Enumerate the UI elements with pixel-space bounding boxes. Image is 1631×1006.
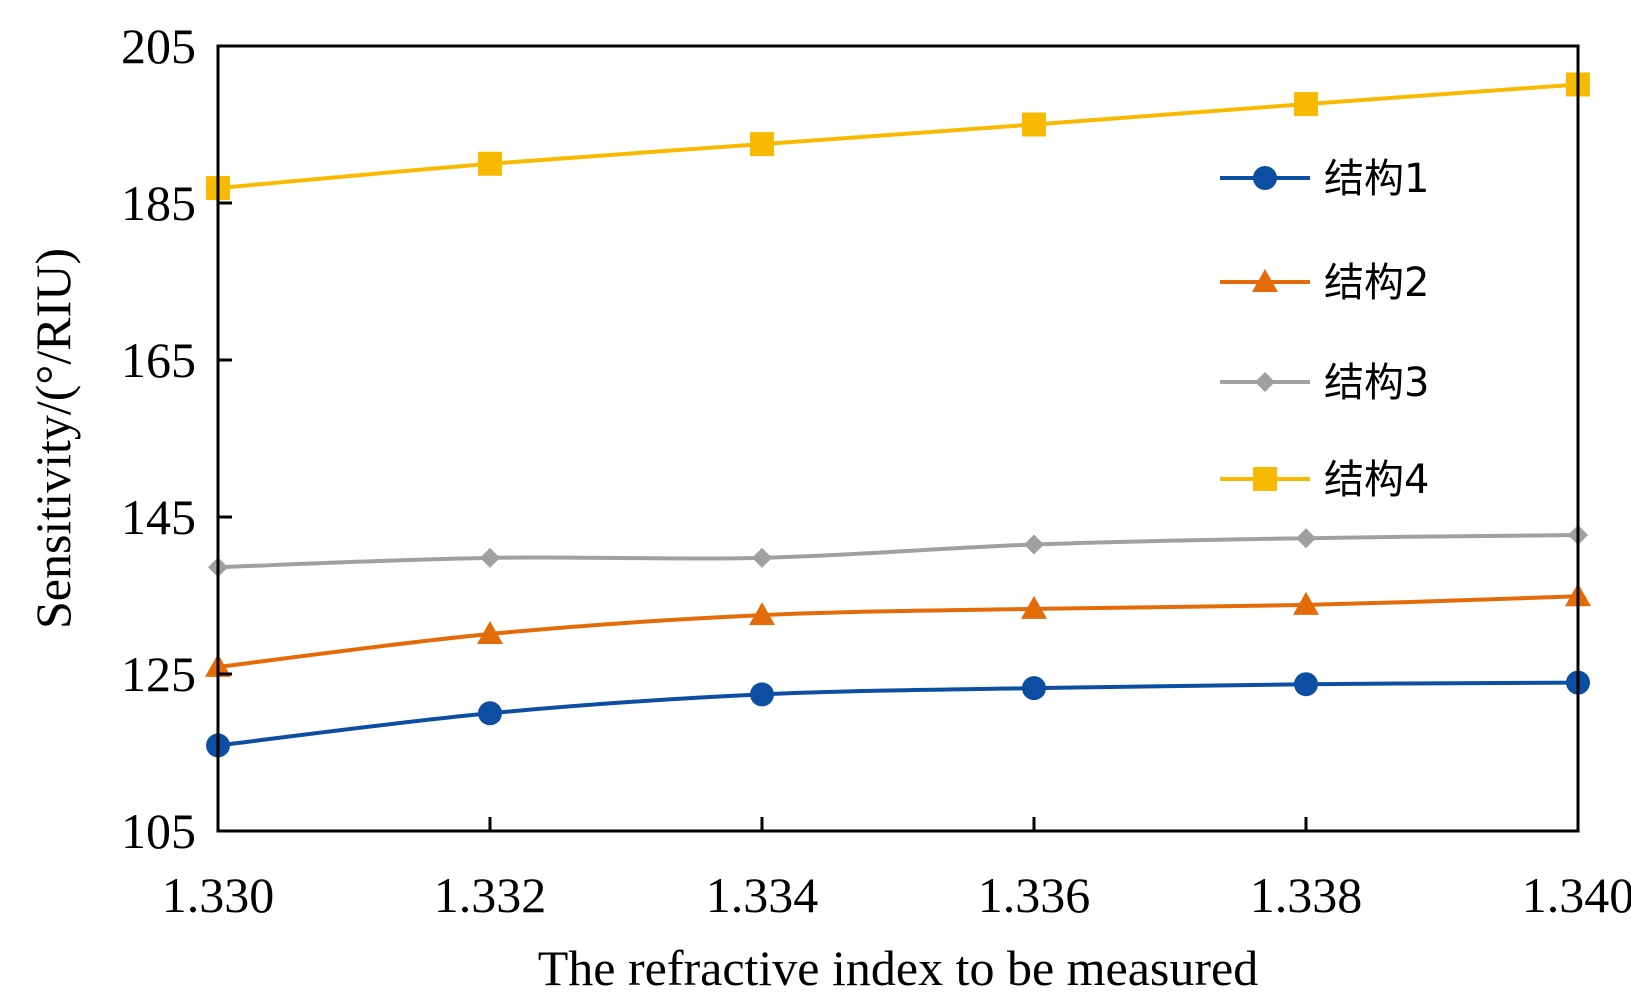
data-point-diamond <box>480 547 500 568</box>
data-point-triangle <box>1252 269 1278 292</box>
y-axis-ticks: 105 125 145 165 185 205 <box>121 18 232 859</box>
x-tick-label: 1.330 <box>162 867 275 923</box>
legend-item-2: 结构2 <box>1220 260 1429 306</box>
y-tick-label: 185 <box>121 175 196 231</box>
series-3 <box>208 525 1588 578</box>
y-tick-label: 125 <box>121 646 196 702</box>
x-tick-label: 1.340 <box>1522 867 1631 923</box>
data-point-circle <box>1294 672 1318 697</box>
series-2 <box>205 583 1591 677</box>
x-tick-label: 1.338 <box>1250 867 1363 923</box>
data-point-circle <box>1253 166 1277 190</box>
data-point-diamond <box>1255 372 1275 392</box>
legend-label: 结构4 <box>1324 457 1429 503</box>
data-point-square <box>1022 112 1046 137</box>
x-tick-label: 1.334 <box>706 867 819 923</box>
y-tick-label: 145 <box>121 489 196 545</box>
data-point-square <box>1253 467 1277 491</box>
data-point-diamond <box>1024 534 1044 555</box>
data-point-diamond <box>1296 528 1316 549</box>
legend-label: 结构3 <box>1324 360 1429 406</box>
data-point-square <box>478 151 502 176</box>
legend-item-1: 结构1 <box>1220 156 1429 202</box>
data-point-circle <box>1022 676 1046 701</box>
data-point-circle <box>750 682 774 707</box>
y-tick-label: 205 <box>121 18 196 74</box>
x-tick-label: 1.336 <box>978 867 1091 923</box>
legend-item-3: 结构3 <box>1220 360 1429 406</box>
y-axis-label: Sensitivity/(°/RIU) <box>25 248 81 629</box>
data-point-triangle <box>477 620 503 644</box>
series-line <box>217 680 1579 748</box>
data-point-diamond <box>752 547 772 568</box>
x-axis-label: The refractive index to be measured <box>538 940 1258 996</box>
series-line <box>217 82 1579 191</box>
legend-label: 结构1 <box>1324 156 1429 202</box>
x-axis-ticks: 1.330 1.332 1.334 1.336 1.338 1.340 <box>162 817 1631 923</box>
legend-label: 结构2 <box>1324 260 1429 306</box>
series-1 <box>206 670 1590 758</box>
data-point-square <box>750 132 774 157</box>
series-layer <box>205 72 1591 758</box>
data-point-square <box>1294 92 1318 117</box>
data-point-triangle <box>1293 591 1319 615</box>
y-tick-label: 105 <box>121 803 196 859</box>
data-point-triangle <box>1021 595 1047 619</box>
data-point-circle <box>478 701 502 726</box>
legend: 结构1 结构2 结构3 结构4 <box>1220 156 1429 503</box>
x-tick-label: 1.332 <box>434 867 547 923</box>
data-point-triangle <box>749 602 775 626</box>
y-tick-label: 165 <box>121 332 196 388</box>
legend-item-4: 结构4 <box>1220 457 1429 503</box>
series-line <box>217 533 1579 570</box>
plot-frame <box>216 44 1580 833</box>
series-line <box>217 594 1579 669</box>
